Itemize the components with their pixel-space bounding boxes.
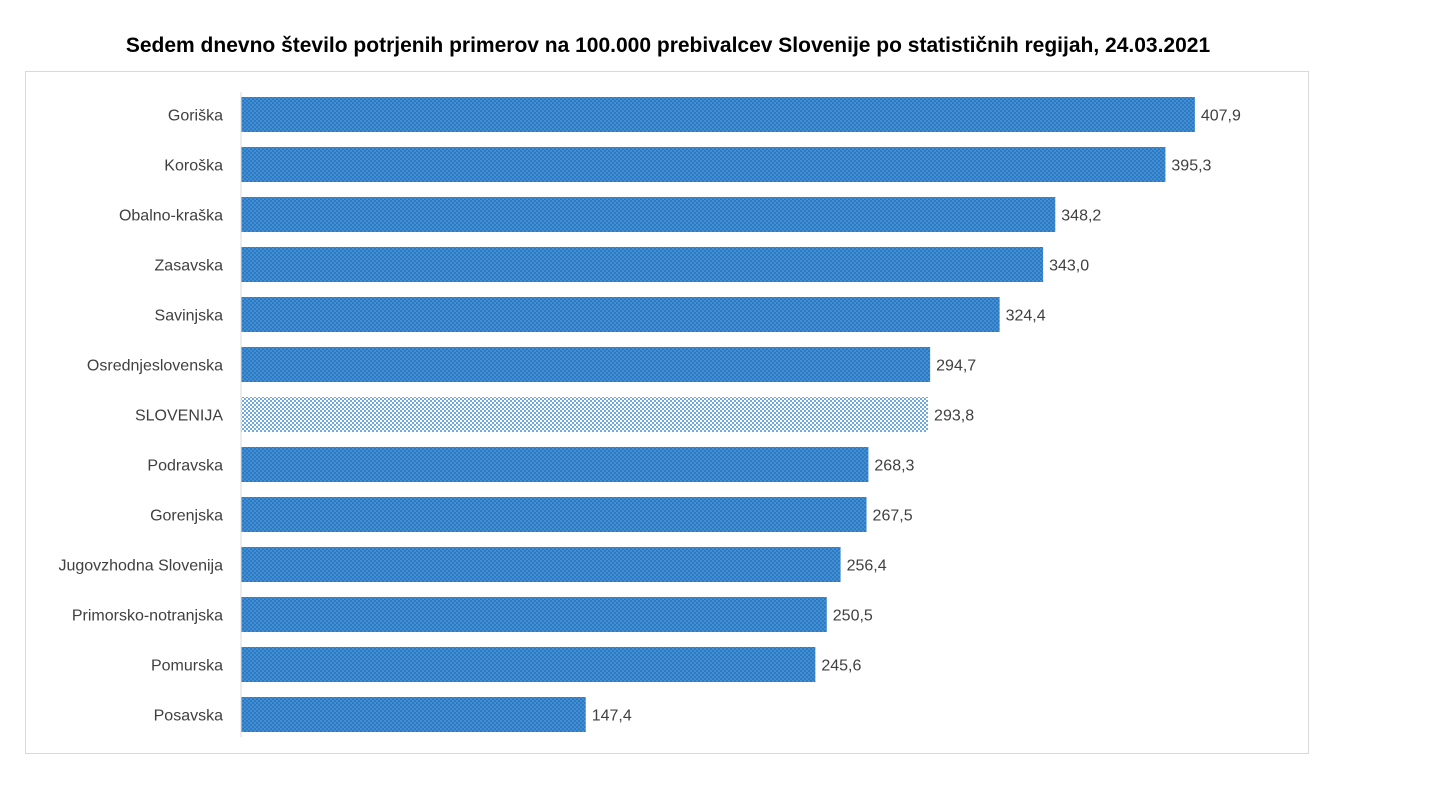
- category-label-zasavska: Zasavska: [155, 258, 224, 275]
- bars: [241, 97, 1195, 732]
- value-label-pomurska: 245,6: [821, 658, 861, 675]
- value-labels: 407,9 395,3 348,2 343,0 324,4 294,7 293,8 268,3…: [592, 108, 1241, 725]
- category-label-obalno-kraska: Obalno-kraška: [119, 208, 223, 225]
- category-label-podravska: Podravska: [147, 458, 223, 475]
- category-label-goriska: Goriška: [168, 108, 223, 125]
- value-label-gorenjska: 267,5: [873, 508, 913, 525]
- bar-osrednjeslovenska: [241, 347, 931, 382]
- category-label-pomurska: Pomurska: [151, 658, 223, 675]
- value-label-slovenija: 293,8: [934, 408, 974, 425]
- value-label-jugovzhodna-slovenija: 256,4: [847, 558, 887, 575]
- value-label-osrednjeslovenska: 294,7: [936, 358, 976, 375]
- category-label-posavska: Posavska: [154, 708, 223, 725]
- category-label-koroska: Koroška: [164, 158, 223, 175]
- value-label-zasavska: 343,0: [1049, 258, 1089, 275]
- bar-primorsko-notranjska: [241, 597, 827, 632]
- value-label-goriska: 407,9: [1201, 108, 1241, 125]
- chart-title: Sedem dnevno število potrjenih primerov …: [125, 34, 1211, 57]
- bar-jugovzhodna-slovenija: [241, 547, 841, 582]
- bar-gorenjska: [241, 497, 867, 532]
- bar-pomurska: [241, 647, 816, 682]
- bar-slovenija: [241, 397, 929, 432]
- category-label-gorenjska: Gorenjska: [150, 508, 223, 525]
- bar-podravska: [241, 447, 869, 482]
- bar-koroska: [241, 147, 1166, 182]
- bar-posavska: [241, 697, 586, 732]
- value-label-primorsko-notranjska: 250,5: [833, 608, 873, 625]
- value-label-savinjska: 324,4: [1006, 308, 1046, 325]
- category-label-primorsko-notranjska: Primorsko-notranjska: [72, 608, 223, 625]
- bar-chart: Goriška Koroška Obalno-kraška Zasavska Savin…: [58, 92, 1241, 737]
- category-label-jugovzhodna-slovenija: Jugovzhodna Slovenija: [58, 558, 223, 575]
- value-label-posavska: 147,4: [592, 708, 632, 725]
- category-label-savinjska: Savinjska: [155, 308, 224, 325]
- category-labels: Goriška Koroška Obalno-kraška Zasavska Savin…: [58, 108, 223, 725]
- bar-obalno-kraska: [241, 197, 1056, 232]
- bar-zasavska: [241, 247, 1044, 282]
- chart-area: Goriška Koroška Obalno-kraška Zasavska Savin…: [25, 71, 1309, 754]
- category-label-osrednjeslovenska: Osrednjeslovenska: [87, 358, 223, 375]
- value-label-podravska: 268,3: [874, 458, 914, 475]
- value-label-obalno-kraska: 348,2: [1061, 208, 1101, 225]
- bar-goriska: [241, 97, 1195, 132]
- value-label-koroska: 395,3: [1171, 158, 1211, 175]
- bar-savinjska: [241, 297, 1000, 332]
- category-label-slovenija: SLOVENIJA: [135, 408, 223, 425]
